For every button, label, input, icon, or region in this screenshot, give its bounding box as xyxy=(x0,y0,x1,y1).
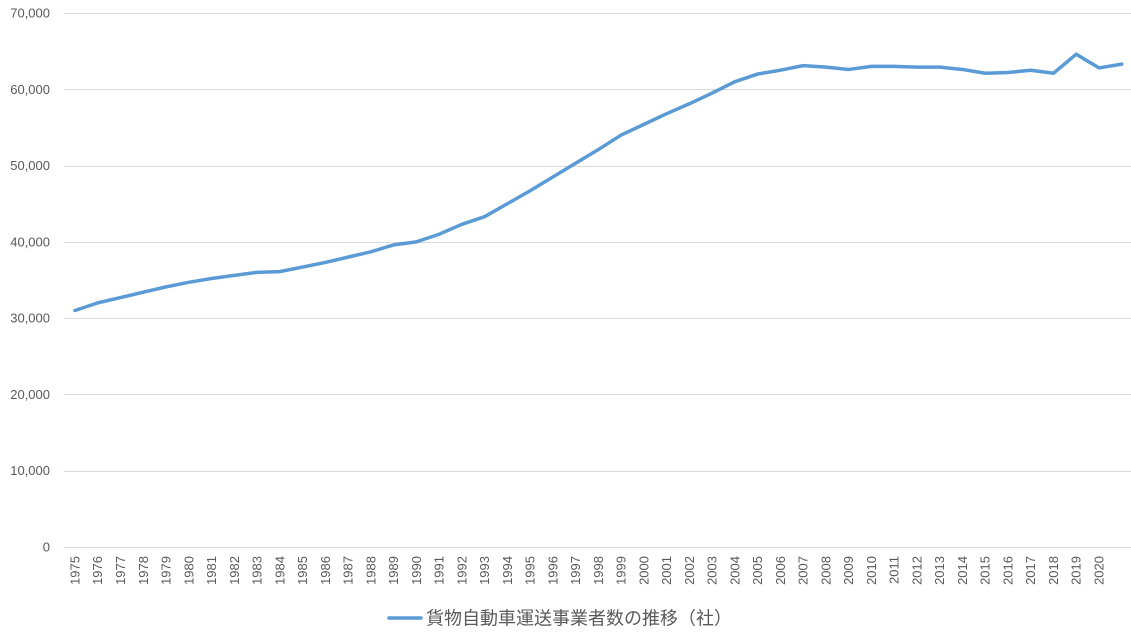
x-tick-label: 1998 xyxy=(591,556,606,585)
x-tick-label: 2003 xyxy=(705,556,720,585)
x-tick-label: 2019 xyxy=(1069,556,1084,585)
y-tick-label: 40,000 xyxy=(10,234,50,249)
y-tick-label: 10,000 xyxy=(10,463,50,478)
x-tick-label: 2005 xyxy=(750,556,765,585)
x-tick-label: 2002 xyxy=(682,556,697,585)
x-tick-label: 2016 xyxy=(1000,556,1015,585)
x-tick-label: 1999 xyxy=(614,556,629,585)
x-tick-label: 2008 xyxy=(818,556,833,585)
x-tick-label: 1981 xyxy=(204,556,219,585)
y-tick-label: 50,000 xyxy=(10,158,50,173)
x-tick-label: 1976 xyxy=(90,556,105,585)
legend-label: 貨物自動車運送事業者数の推移（社） xyxy=(426,609,732,629)
x-tick-label: 1993 xyxy=(477,556,492,585)
x-tick-label: 1978 xyxy=(136,556,151,585)
x-tick-label: 1987 xyxy=(341,556,356,585)
x-tick-label: 1996 xyxy=(545,556,560,585)
x-tick-label: 2004 xyxy=(727,556,742,585)
gridlines xyxy=(63,13,1131,548)
x-tick-label: 1997 xyxy=(568,556,583,585)
y-tick-label: 70,000 xyxy=(10,6,50,21)
series-line xyxy=(73,52,1124,313)
x-tick-label: 1994 xyxy=(500,556,515,585)
x-tick-label: 1991 xyxy=(432,556,447,585)
x-tick-label: 2020 xyxy=(1092,556,1107,585)
x-tick-label: 1992 xyxy=(454,556,469,585)
y-axis: 0 10,000 20,000 30,000 40,000 50,000 60,000 70,… xyxy=(10,6,50,555)
x-tick-label: 1988 xyxy=(363,556,378,585)
series-layer xyxy=(73,52,1124,313)
y-tick-label: 30,000 xyxy=(10,311,50,326)
x-tick-label: 2007 xyxy=(796,556,811,585)
x-tick-label: 1990 xyxy=(409,556,424,585)
x-tick-label: 1977 xyxy=(113,556,128,585)
x-tick-label: 2011 xyxy=(887,556,902,584)
x-tick-label: 2012 xyxy=(909,556,924,585)
y-tick-label: 0 xyxy=(43,540,50,555)
x-tick-label: 2001 xyxy=(659,556,674,585)
x-tick-label: 1979 xyxy=(159,556,174,585)
x-tick-label: 1985 xyxy=(295,556,310,585)
x-tick-label: 2014 xyxy=(955,556,970,585)
x-tick-label: 1982 xyxy=(227,556,242,585)
x-tick-label: 2006 xyxy=(773,556,788,585)
x-tick-label: 2000 xyxy=(636,556,651,585)
x-tick-label: 2018 xyxy=(1046,556,1061,585)
x-tick-label: 2017 xyxy=(1023,556,1038,585)
x-tick-label: 2013 xyxy=(932,556,947,585)
x-tick-label: 1995 xyxy=(523,556,538,585)
x-tick-label: 1984 xyxy=(272,556,287,585)
x-tick-label: 2015 xyxy=(978,556,993,585)
x-tick-label: 1989 xyxy=(386,556,401,585)
x-tick-label: 2010 xyxy=(864,556,879,585)
y-tick-label: 60,000 xyxy=(10,82,50,97)
x-tick-label: 1983 xyxy=(250,556,265,585)
x-tick-label: 1980 xyxy=(181,556,196,585)
x-tick-label: 1975 xyxy=(67,556,82,585)
x-tick-label: 1986 xyxy=(318,556,333,585)
y-tick-label: 20,000 xyxy=(10,387,50,402)
x-axis: 1975 1976 1977 1978 1979 1980 1981 1982 1983 1984… xyxy=(67,556,1106,585)
x-tick-label: 2009 xyxy=(841,556,856,585)
legend: 貨物自動車運送事業者数の推移（社） xyxy=(387,609,732,629)
